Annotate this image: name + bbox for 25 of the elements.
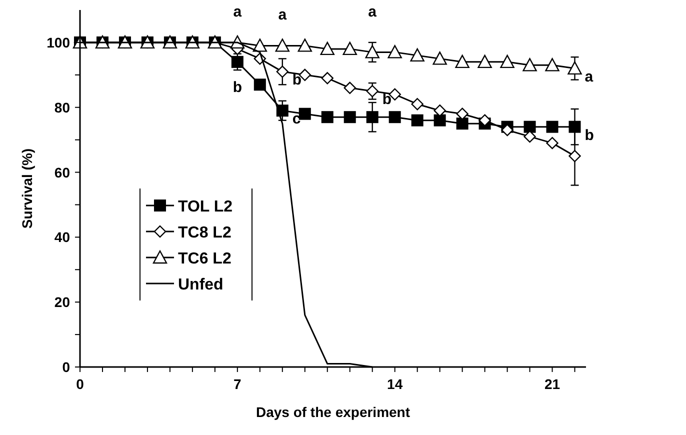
legend-label: TC8 L2: [178, 224, 232, 242]
y-tick-label: 100: [46, 34, 70, 50]
y-tick-label: 60: [54, 164, 70, 180]
y-tick-label: 80: [54, 99, 70, 116]
x-axis-title: Days of the experiment: [256, 404, 410, 420]
annotation: a: [368, 3, 378, 20]
annotation: a: [584, 68, 594, 86]
annotation: b: [382, 91, 392, 108]
legend-label: Unfed: [178, 276, 224, 294]
annotation: b: [292, 72, 302, 89]
x-tick-label: 14: [387, 376, 403, 392]
y-tick-label: 0: [62, 359, 70, 375]
legend-label: TC6 L2: [178, 250, 232, 268]
y-axis-title: Survival (%): [19, 148, 35, 229]
annotation: b: [584, 126, 594, 144]
y-tick-label: 40: [54, 229, 70, 246]
annotation: c: [292, 110, 301, 128]
annotation: b: [232, 78, 242, 96]
annotation: a: [233, 3, 242, 20]
legend-label: TOL L2: [178, 198, 233, 216]
y-tick-label: 20: [54, 294, 70, 310]
x-tick-label: 0: [76, 376, 84, 392]
x-tick-label: 7: [234, 376, 242, 392]
x-tick-label: 21: [544, 376, 560, 392]
annotation: a: [278, 6, 288, 24]
